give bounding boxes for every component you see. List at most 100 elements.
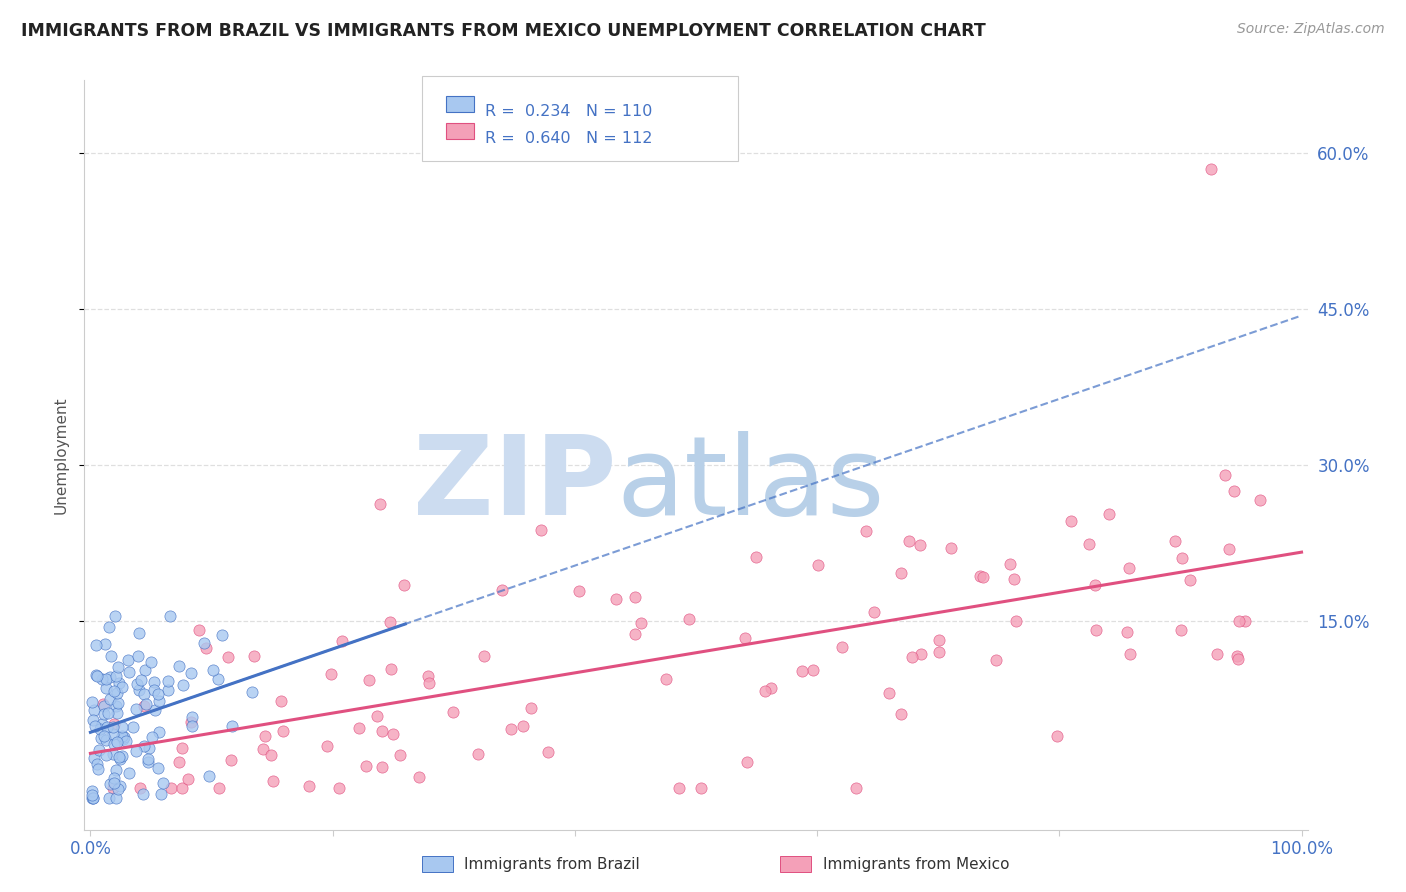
Point bbox=[111, 680, 134, 694]
Point bbox=[357, 673, 380, 687]
Point bbox=[1234, 615, 1257, 629]
Point bbox=[366, 709, 388, 723]
Point bbox=[1218, 542, 1240, 557]
Point bbox=[998, 557, 1021, 571]
Point bbox=[807, 558, 830, 573]
Point bbox=[104, 763, 127, 777]
Point bbox=[107, 749, 129, 764]
Point bbox=[96, 720, 118, 734]
Point bbox=[172, 677, 194, 691]
Point bbox=[207, 780, 229, 795]
Point bbox=[112, 732, 135, 747]
Point bbox=[370, 760, 392, 774]
Point bbox=[211, 628, 233, 642]
Point bbox=[1084, 578, 1107, 592]
Point bbox=[202, 663, 225, 677]
Point bbox=[82, 784, 104, 798]
Point bbox=[157, 673, 180, 688]
Point bbox=[1098, 507, 1121, 521]
Point bbox=[104, 668, 127, 682]
Point bbox=[167, 659, 190, 673]
Point bbox=[801, 664, 824, 678]
Point bbox=[207, 672, 229, 686]
Point bbox=[97, 791, 120, 805]
Point bbox=[172, 780, 194, 795]
Point bbox=[195, 641, 218, 656]
Point bbox=[108, 779, 131, 793]
Point bbox=[1118, 560, 1140, 574]
Point bbox=[152, 775, 174, 789]
Point bbox=[862, 605, 884, 619]
Point bbox=[270, 694, 292, 708]
Point bbox=[96, 732, 118, 747]
Point bbox=[1060, 514, 1083, 528]
Point bbox=[605, 591, 627, 606]
Point bbox=[87, 743, 110, 757]
Point bbox=[689, 780, 711, 795]
Point bbox=[984, 653, 1007, 667]
Point bbox=[170, 741, 193, 756]
Point bbox=[908, 538, 931, 552]
Point bbox=[655, 672, 678, 686]
Point bbox=[111, 720, 134, 734]
Point bbox=[104, 699, 127, 714]
Text: Immigrants from Mexico: Immigrants from Mexico bbox=[823, 857, 1010, 871]
Point bbox=[156, 683, 179, 698]
Point bbox=[125, 744, 148, 758]
Point bbox=[668, 780, 690, 795]
Point bbox=[94, 748, 117, 763]
Point bbox=[1227, 615, 1250, 629]
Point bbox=[969, 569, 991, 583]
Point bbox=[221, 718, 243, 732]
Point bbox=[624, 626, 647, 640]
Point bbox=[1164, 534, 1187, 549]
Point bbox=[103, 684, 125, 698]
Point bbox=[897, 533, 920, 548]
Point bbox=[1226, 649, 1249, 664]
Point bbox=[105, 686, 128, 700]
Point bbox=[790, 664, 813, 678]
Point bbox=[1005, 614, 1028, 628]
Point bbox=[180, 665, 202, 680]
Point bbox=[86, 669, 108, 683]
Point bbox=[103, 716, 125, 731]
Point bbox=[380, 662, 402, 676]
Point bbox=[135, 697, 157, 711]
Point bbox=[112, 730, 135, 744]
Point bbox=[132, 739, 155, 753]
Point bbox=[370, 723, 392, 738]
Point bbox=[105, 791, 128, 805]
Point bbox=[111, 749, 134, 764]
Point bbox=[347, 721, 370, 735]
Point bbox=[111, 729, 134, 743]
Point bbox=[1180, 574, 1202, 588]
Point bbox=[141, 730, 163, 744]
Point bbox=[845, 780, 868, 795]
Point bbox=[240, 685, 263, 699]
Point bbox=[187, 623, 209, 637]
Point bbox=[98, 670, 121, 684]
Point bbox=[1085, 623, 1108, 637]
Point bbox=[107, 696, 129, 710]
Point bbox=[82, 713, 104, 727]
Point bbox=[146, 687, 169, 701]
Point bbox=[416, 669, 439, 683]
Point bbox=[83, 719, 105, 733]
Point bbox=[94, 681, 117, 695]
Point bbox=[129, 673, 152, 687]
Point bbox=[1170, 623, 1192, 637]
Text: R =  0.640   N = 112: R = 0.640 N = 112 bbox=[485, 131, 652, 146]
Point bbox=[103, 771, 125, 785]
Point bbox=[103, 776, 125, 790]
Point bbox=[217, 649, 239, 664]
Point bbox=[1046, 729, 1069, 743]
Text: Source: ZipAtlas.com: Source: ZipAtlas.com bbox=[1237, 22, 1385, 37]
Point bbox=[148, 694, 170, 708]
Point bbox=[901, 649, 924, 664]
Point bbox=[529, 523, 551, 537]
Point bbox=[890, 566, 912, 581]
Point bbox=[252, 741, 274, 756]
Point bbox=[181, 718, 204, 732]
Point bbox=[408, 770, 430, 784]
Point bbox=[101, 780, 124, 795]
